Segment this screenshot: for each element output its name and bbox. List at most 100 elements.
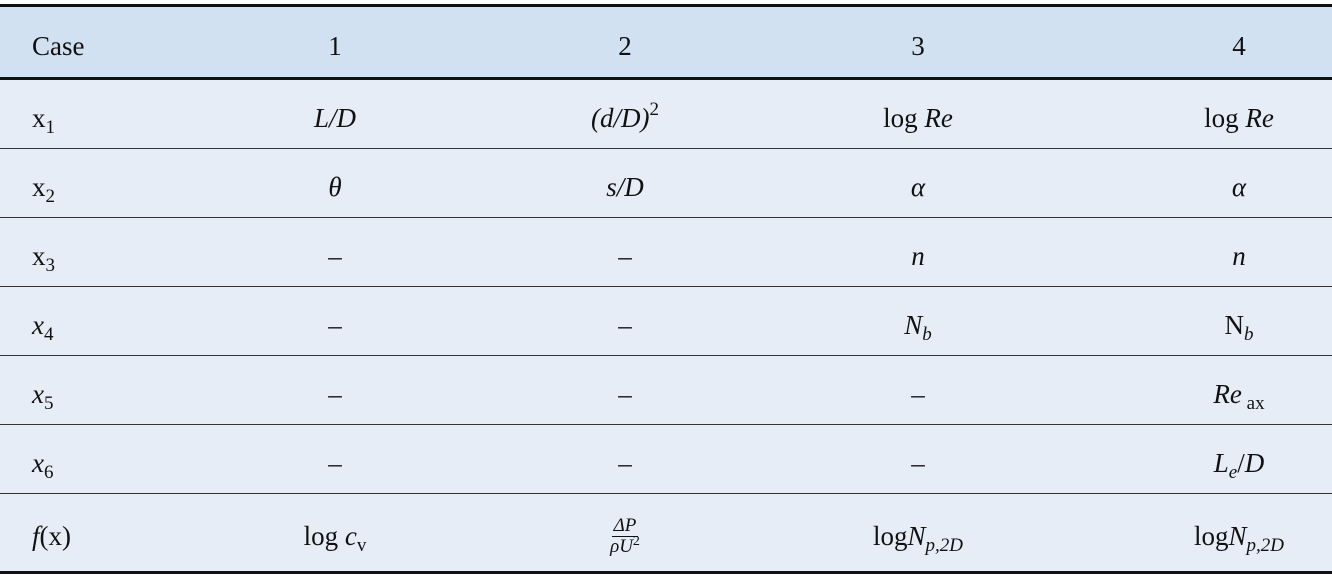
cell-text: 3 — [45, 254, 56, 276]
table-row: x4– – Nb Nb — [0, 287, 1332, 356]
row-label: x2 — [0, 164, 190, 206]
column-header: Case — [32, 30, 85, 61]
table-cell: – — [770, 440, 1066, 479]
cell-text: (x) — [39, 521, 71, 551]
table-cell: – — [480, 440, 770, 479]
cell-text: x — [32, 309, 44, 340]
table-cell: s/D — [480, 164, 770, 203]
cell-text: Re — [924, 102, 953, 133]
table-cell: L/D — [190, 95, 480, 134]
row-label: x6 — [0, 440, 190, 482]
row-label: x4 — [0, 302, 190, 344]
row-label: x5 — [0, 371, 190, 413]
cell-text: e — [1228, 461, 1238, 483]
cell-text: – — [328, 378, 342, 409]
cell-text: log — [1204, 102, 1246, 133]
cell-text: log — [1193, 521, 1229, 551]
table-cell: α — [770, 164, 1066, 203]
cell-text: θ — [328, 171, 342, 202]
cell-text: log — [872, 521, 908, 551]
row-label: x3 — [0, 233, 190, 275]
table-row: x2 θ s/D α α — [0, 149, 1332, 218]
cell-text: x — [32, 102, 46, 133]
cell-text: – — [328, 447, 342, 478]
cell-text: L — [1213, 447, 1229, 478]
cell-text: – — [618, 309, 632, 340]
cell-text: Re — [1245, 102, 1274, 133]
header-row: Case 1 2 3 4 — [0, 7, 1332, 80]
cell-text: 2 — [45, 185, 56, 207]
cell-text: x — [32, 447, 44, 478]
cell-text: N — [904, 309, 923, 340]
fraction-den: ρU2 — [610, 534, 640, 557]
cell-text: log — [303, 521, 345, 551]
table-cell: – — [480, 371, 770, 410]
table-cell: ΔP ρU2 — [480, 508, 770, 557]
cell-text: n — [1232, 240, 1246, 271]
cell-text: log — [883, 102, 925, 133]
cell-text: x — [32, 171, 46, 202]
table-cell: logNp,2D — [770, 513, 1066, 555]
column-header: 3 — [911, 30, 925, 61]
column-header: 1 — [328, 30, 342, 61]
cell-text: 2 — [649, 98, 659, 120]
cell-text: – — [618, 240, 632, 271]
table-cell: n — [770, 233, 1066, 272]
cell-text: f — [32, 521, 40, 551]
table-cell: Le/D — [1066, 440, 1332, 482]
cell-text: p,2D — [925, 535, 963, 556]
cell-text: p,2D — [1246, 535, 1284, 556]
cell-text: – — [328, 240, 342, 271]
cell-text: D — [1244, 447, 1265, 478]
cell-text: ΔP — [613, 515, 637, 537]
cell-text: α — [910, 171, 926, 202]
column-header: 2 — [618, 30, 632, 61]
table-cell: – — [190, 440, 480, 479]
table-cell: Nb — [1066, 302, 1332, 344]
cell-text: 2 — [632, 534, 640, 549]
cell-text: – — [618, 447, 632, 478]
cell-text: / — [1237, 447, 1245, 478]
cell-text: 5 — [43, 392, 54, 414]
table-cell: Re ax — [1066, 371, 1332, 413]
cell-text: x — [32, 378, 44, 409]
table-cell: Nb — [770, 302, 1066, 344]
column-header: 4 — [1232, 30, 1246, 61]
cell-text: 6 — [43, 461, 54, 483]
table-cell: – — [480, 302, 770, 341]
cell-text: – — [911, 378, 925, 409]
table-cell: α — [1066, 164, 1332, 203]
cell-text: N — [1228, 521, 1247, 551]
table-cell: (d/D)2 — [480, 95, 770, 134]
row-label: f(x) — [0, 513, 190, 552]
table-cell: – — [190, 302, 480, 341]
table-row: f(x) log cv ΔP ρU2 logNp,2D logNp,2D — [0, 494, 1332, 571]
cell-text: L/D — [313, 102, 357, 133]
cell-text: N — [907, 521, 926, 551]
cell-text: – — [911, 447, 925, 478]
table-row: x1 L/D (d/D)2 log Re log Re — [0, 80, 1332, 149]
cell-text: x — [32, 240, 46, 271]
cell-text: n — [911, 240, 925, 271]
cell-text: (d/D) — [591, 102, 650, 133]
cell-text: v — [356, 535, 367, 556]
table-cell: θ — [190, 164, 480, 203]
table-row: x3 – – n n — [0, 218, 1332, 287]
cell-text: ρU — [610, 536, 633, 557]
parameter-table: Case 1 2 3 4 x1 L/D (d/D)2 log Re log Re x2 θ s/D α α x… — [0, 4, 1332, 574]
row-label: x1 — [0, 95, 190, 137]
table-row: x6 – – – Le/D — [0, 425, 1332, 494]
table-cell: log Re — [1066, 95, 1332, 134]
cell-text: c — [344, 521, 357, 551]
table-cell: – — [190, 371, 480, 410]
cell-text: – — [618, 378, 632, 409]
cell-text: 1 — [45, 116, 56, 138]
table-row: x5 – – – Re ax — [0, 356, 1332, 425]
cell-text: Re — [1213, 378, 1242, 409]
cell-text: N — [1224, 309, 1245, 340]
table-cell: log cv — [190, 513, 480, 555]
table-cell: – — [190, 233, 480, 272]
cell-text: α — [1231, 171, 1247, 202]
table-cell: log Re — [770, 95, 1066, 134]
table-cell: logNp,2D — [1066, 513, 1332, 555]
